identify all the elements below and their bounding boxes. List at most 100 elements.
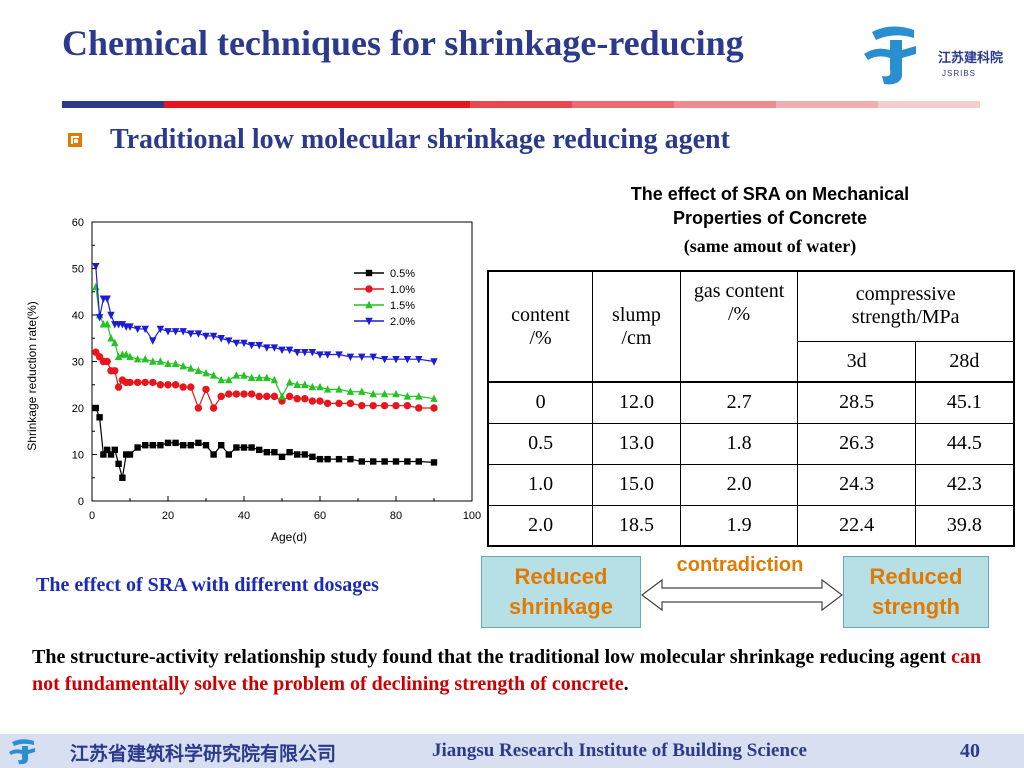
y-tick-label: 60: [72, 217, 84, 229]
stripe-segment: [62, 101, 164, 108]
conclusion-text: The structure-activity relationship stud…: [32, 646, 982, 695]
data-point: [286, 448, 293, 456]
data-point: [323, 385, 332, 393]
data-point: [415, 392, 423, 400]
data-point: [172, 439, 179, 447]
data-point: [92, 404, 99, 412]
data-point: [202, 368, 210, 377]
y-axis-label: Shrinkage reduction rate(%): [25, 301, 39, 450]
data-point: [217, 392, 225, 401]
data-point: [430, 459, 438, 466]
data-point: [335, 385, 343, 393]
data-point: [392, 458, 400, 465]
data-point: [156, 325, 165, 334]
table-cell: 1.8: [679, 422, 799, 465]
data-point: [365, 285, 373, 293]
data-point: [232, 339, 241, 348]
table-cell: 15.0: [592, 463, 681, 506]
series-1.0%: [92, 348, 438, 412]
table-cell: 45.1: [914, 381, 1015, 424]
data-point: [278, 346, 286, 355]
data-point: [309, 453, 316, 461]
series-1.5%: [92, 282, 438, 402]
page-number: 40: [960, 740, 980, 762]
data-point: [263, 344, 271, 352]
data-point: [134, 444, 141, 451]
data-point: [133, 325, 142, 334]
data-point: [301, 380, 309, 388]
data-point: [179, 383, 187, 391]
chart-ticks: 0 20 40 60 80 100 0 10 20 30 40 50 60: [72, 217, 481, 522]
reduced-shrinkage-box: Reduced shrinkage: [481, 556, 641, 628]
header-3d: 3d: [797, 340, 916, 383]
data-point: [179, 328, 187, 336]
data-point: [217, 375, 225, 384]
data-point: [415, 458, 422, 465]
x-tick-label: 80: [390, 510, 402, 522]
footer-logo-icon: [9, 739, 35, 765]
data-point: [195, 439, 202, 447]
data-point: [335, 351, 343, 359]
data-point: [107, 451, 115, 458]
y-tick-label: 30: [72, 357, 84, 369]
data-point: [308, 397, 317, 405]
data-point: [365, 317, 373, 326]
y-tick-label: 40: [72, 310, 84, 322]
table-title-line2: Properties of Concrete: [672, 208, 868, 228]
data-point: [217, 335, 225, 343]
data-point: [118, 321, 127, 329]
x-tick-label: 0: [89, 510, 95, 522]
data-point: [225, 451, 232, 458]
data-point: [316, 397, 324, 405]
table-cell: 2.0: [487, 504, 594, 547]
data-point: [171, 359, 180, 368]
data-point: [247, 342, 256, 350]
data-point: [92, 262, 100, 271]
data-point: [247, 390, 256, 398]
data-point: [149, 442, 156, 449]
header-gas-content: gas content/%: [679, 270, 799, 383]
data-point: [346, 399, 355, 408]
data-point: [209, 404, 218, 412]
data-point: [164, 381, 172, 389]
data-point: [263, 448, 270, 456]
data-point: [149, 378, 157, 387]
data-point: [380, 389, 389, 398]
table-cell: 24.3: [797, 463, 916, 506]
data-point: [380, 355, 389, 364]
table-cell: 28.5: [797, 381, 916, 424]
data-point: [164, 328, 172, 336]
legend-label: 1.5%: [390, 300, 415, 312]
data-point: [111, 446, 118, 454]
data-point: [369, 353, 377, 362]
data-point: [358, 458, 365, 465]
data-point: [270, 375, 279, 384]
x-tick-label: 100: [463, 510, 481, 522]
data-point: [430, 358, 438, 366]
stripe-segment: [878, 101, 980, 108]
data-point: [209, 371, 218, 379]
data-point: [115, 460, 122, 467]
data-point: [308, 349, 317, 357]
data-point: [164, 439, 172, 447]
data-point: [323, 399, 332, 408]
data-point: [194, 330, 203, 338]
table-row: 2.0 18.5 1.9 22.4 39.8: [487, 504, 1015, 547]
data-point: [403, 392, 412, 400]
data-point: [142, 442, 149, 449]
table-cell: 1.9: [679, 504, 799, 547]
data-point: [346, 353, 355, 362]
data-point: [370, 458, 377, 465]
data-point: [114, 383, 123, 391]
data-point: [202, 385, 210, 394]
data-point: [126, 451, 134, 458]
data-point: [263, 392, 271, 401]
table-row: 1.0 15.0 2.0 24.3 42.3: [487, 463, 1015, 506]
y-tick-label: 10: [72, 450, 84, 462]
data-point: [358, 401, 366, 410]
stripe-segment: [470, 101, 572, 108]
table-cell: 1.0: [487, 463, 594, 506]
data-point: [308, 382, 317, 391]
bullet-square-icon: [68, 133, 82, 147]
table-title-line1: The effect of SRA on Mechanical: [630, 184, 910, 204]
